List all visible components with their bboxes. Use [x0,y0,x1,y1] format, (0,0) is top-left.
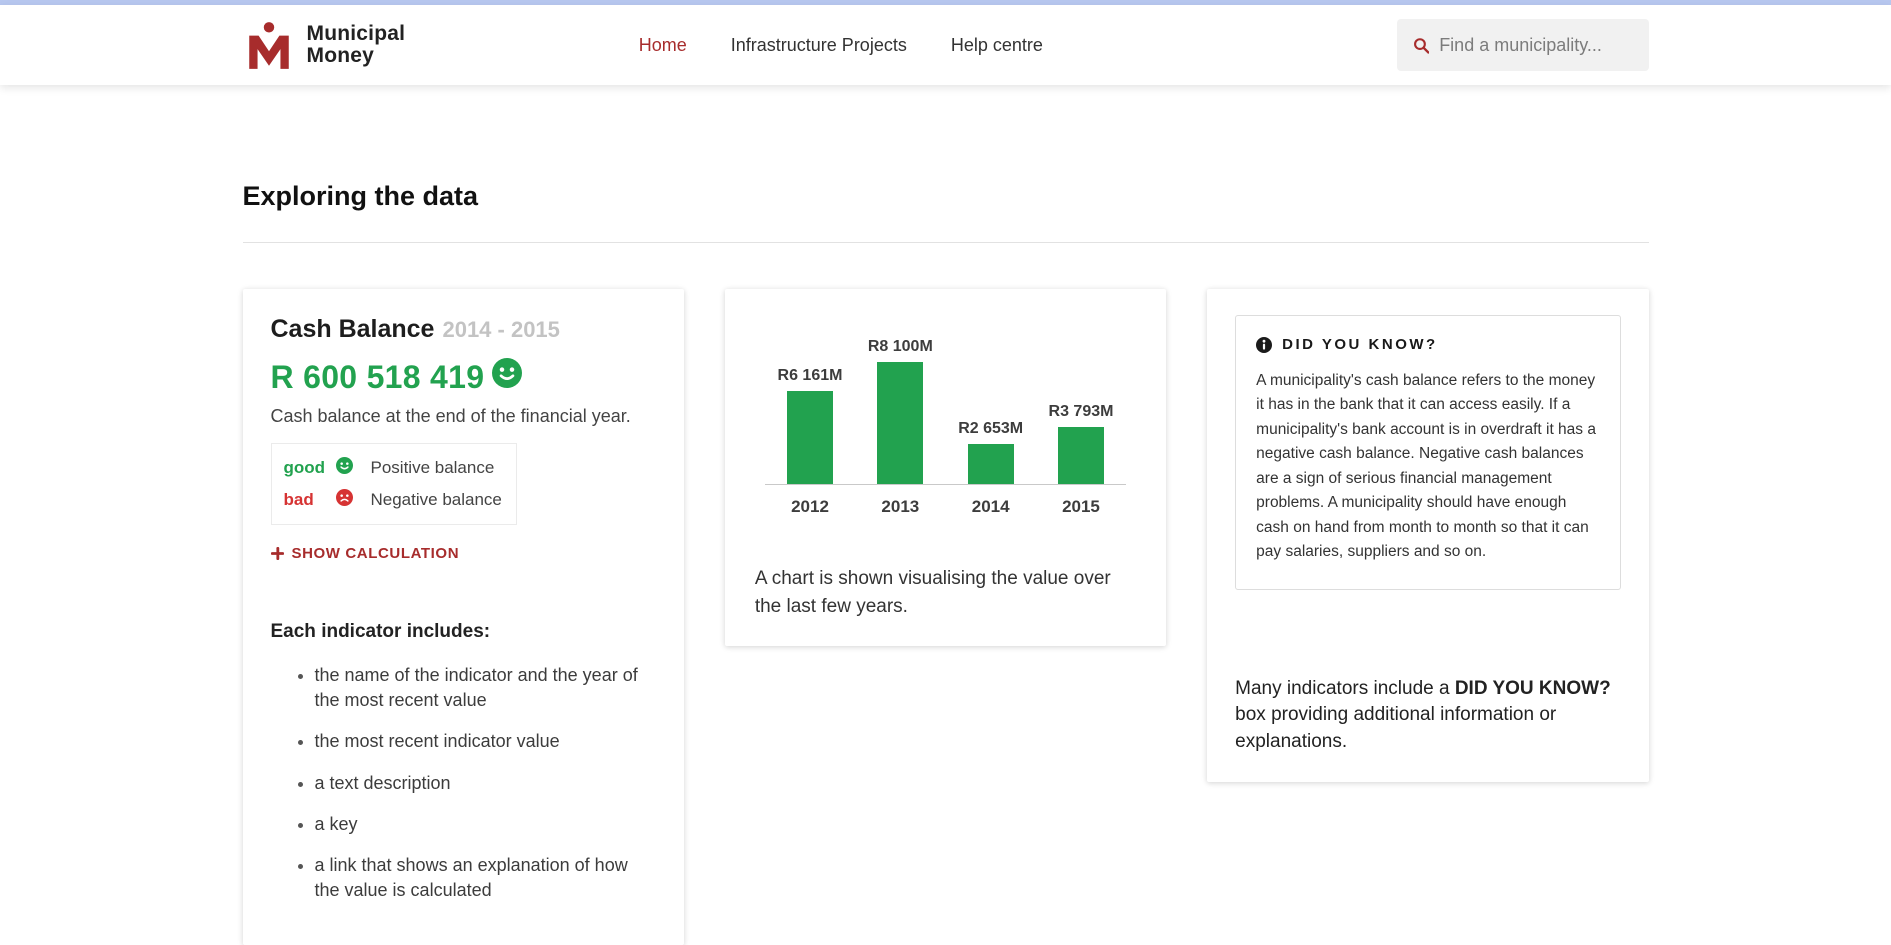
bar-chart: R6 161M R8 100M R2 653M R3 793M 2012 2013 201… [753,307,1138,517]
indicator-title-row: Cash Balance 2014 - 2015 [271,315,656,344]
key-rating: bad [283,490,314,509]
x-axis-label-2014: 2014 [971,497,1010,516]
chart-bar-group-2012: R6 161M [765,367,855,484]
show-calculation-link[interactable]: SHOW CALCULATION [270,545,460,562]
chart-x-axis-labels: 2012 2013 2014 2015 [765,485,1126,517]
chart-bar-group-2015: R3 793M [1036,403,1126,484]
x-axis-label-2012: 2012 [791,497,829,516]
brand-logo[interactable]: Municipal Money [243,19,406,71]
includes-list: the name of the indicator and the year o… [271,663,656,903]
includes-item: the name of the indicator and the year o… [315,663,656,713]
key-label: Positive balance [370,458,495,477]
chart-card: R6 161M R8 100M R2 653M R3 793M 2012 2013 201… [724,289,1167,647]
x-axis-label-2015: 2015 [1062,497,1100,516]
page-title: Exploring the data [242,181,479,211]
chart-caption: A chart is shown visualising the value o… [754,568,1111,617]
includes-item: a text description [315,771,656,796]
site-header: Municipal Money Home Infrastructure Proje… [0,5,1891,85]
indicator-value-row: R 600 518 419 [271,358,656,396]
chart-bar-group-2014: R2 653M [945,420,1035,484]
bar-value-label: R3 793M [1048,403,1114,420]
nav-link-infrastructure-projects[interactable]: Infrastructure Projects [730,34,907,55]
x-axis-label-2013: 2013 [881,497,920,516]
did-you-know-card: DID YOU KNOW? A municipality's cash bala… [1207,289,1649,782]
smiley-good-icon [492,358,523,396]
brand-name: Municipal Money [306,21,406,67]
key-row-bad: bad Negative balance [284,484,502,516]
bar-2012 [786,391,833,484]
frowny-bad-icon [335,489,353,511]
indicator-title: Cash Balance [270,315,435,343]
indicator-description: Cash balance at the end of the financial… [270,406,631,426]
top-accent-bar [0,0,1891,5]
includes-heading: Each indicator includes: [270,621,491,642]
bar-2014 [967,444,1014,484]
key-label: Negative balance [370,490,502,509]
indicator-key: good Positive balance bad Negative balance [270,443,517,525]
indicator-value: R 600 518 419 [270,358,485,395]
search-input[interactable] [1439,34,1633,56]
main-nav: Home Infrastructure Projects Help centre [405,35,1276,56]
bar-2013 [877,362,924,484]
smiley-good-icon [335,457,353,479]
key-row-good: good Positive balance [284,452,502,484]
bar-value-label: R6 161M [777,367,843,384]
nav-link-help-centre[interactable]: Help centre [950,34,1043,55]
includes-item: a key [315,812,656,837]
plus-icon [270,547,284,560]
did-you-know-box: DID YOU KNOW? A municipality's cash bala… [1235,315,1621,590]
key-rating: good [283,458,326,477]
municipal-money-logo-icon [248,22,289,69]
chart-bar-group-2013: R8 100M [855,338,945,484]
did-you-know-title: DID YOU KNOW? [1282,336,1438,353]
did-you-know-header: DID YOU KNOW? [1256,336,1599,353]
municipality-search[interactable] [1396,19,1649,71]
did-you-know-body: A municipality's cash balance refers to … [1256,372,1596,561]
bar-value-label: R8 100M [867,338,933,355]
indicator-card: Cash Balance 2014 - 2015 R 600 518 419 Ca… [242,289,684,945]
did-you-know-note: Many indicators include a DID YOU KNOW? … [1235,677,1611,753]
info-icon [1256,336,1273,353]
chart-bars: R6 161M R8 100M R2 653M R3 793M [764,313,1127,485]
includes-item: a link that shows an explanation of how … [315,853,656,903]
includes-item: the most recent indicator value [315,729,656,754]
indicator-period: 2014 - 2015 [442,317,560,342]
bar-2015 [1057,427,1104,484]
search-icon [1413,37,1429,54]
section-divider [242,242,1649,243]
bar-value-label: R2 653M [958,420,1024,437]
nav-link-home[interactable]: Home [638,34,687,55]
